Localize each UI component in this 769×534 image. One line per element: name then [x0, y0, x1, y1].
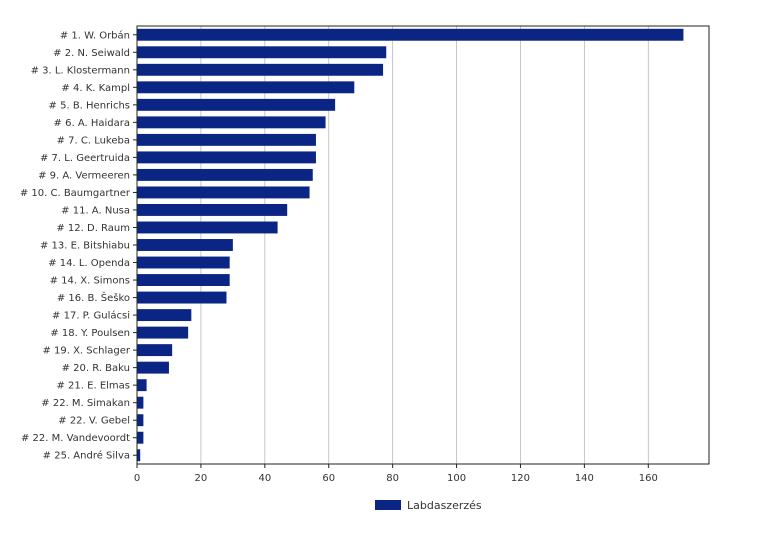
- bar: [137, 361, 169, 374]
- bar: [137, 116, 326, 129]
- bar: [137, 256, 230, 269]
- y-tick-label: # 25. André Silva: [43, 450, 130, 462]
- bar: [137, 291, 227, 304]
- y-tick-label: # 14. X. Simons: [50, 276, 130, 287]
- y-tick-label: # 6. A. Haidara: [54, 118, 130, 129]
- bar: [137, 133, 316, 146]
- bar: [137, 274, 230, 286]
- bar: [137, 63, 384, 76]
- x-tick-label: 100: [447, 473, 466, 484]
- y-tick-label: # 13. E. Bitshiabu: [40, 241, 130, 252]
- y-tick-label: # 10. C. Baumgartner: [20, 188, 131, 199]
- bar: [137, 186, 310, 199]
- y-tick-label: # 3. L. Klostermann: [31, 65, 130, 76]
- legend: Labdaszerzés: [375, 499, 482, 512]
- y-tick-label: # 18. Y. Poulsen: [50, 328, 130, 339]
- y-tick-label: # 9. A. Vermeeren: [38, 170, 130, 181]
- y-tick-label: # 22. V. Gebel: [58, 416, 130, 427]
- bar: [137, 204, 288, 216]
- y-tick-label: # 1. W. Orbán: [60, 29, 130, 41]
- y-tick-label: # 19. X. Schlager: [42, 346, 130, 357]
- y-tick-label: # 7. L. Geertruida: [40, 153, 130, 164]
- legend-swatch: [375, 500, 401, 510]
- bar: [137, 46, 387, 59]
- x-tick-label: 0: [134, 473, 140, 484]
- bar: [137, 98, 336, 111]
- y-tick-label: # 14. L. Openda: [48, 258, 130, 269]
- x-tick-label: 160: [639, 473, 658, 484]
- bar: [137, 414, 144, 427]
- bar: [137, 221, 278, 234]
- y-tick-label: # 5. B. Henrichs: [49, 100, 130, 111]
- bar: [137, 309, 192, 322]
- bars: [137, 28, 684, 462]
- x-tick-label: 40: [258, 473, 271, 484]
- bar: [137, 81, 355, 94]
- x-tick-label: 20: [195, 473, 208, 484]
- x-axis-ticks: 0 20 40 60 80 100 120 140 160: [134, 464, 658, 484]
- bar: [137, 168, 313, 181]
- y-tick-label: # 2. N. Seiwald: [53, 48, 130, 59]
- y-tick-label: # 7. C. Lukeba: [57, 135, 130, 146]
- bar: [137, 431, 144, 444]
- y-tick-label: # 17. P. Gulácsi: [52, 310, 130, 322]
- y-tick-label: # 20. R. Baku: [62, 363, 130, 374]
- bar: [137, 28, 684, 41]
- bar: [137, 379, 147, 392]
- y-tick-label: # 12. D. Raum: [56, 223, 130, 234]
- y-tick-label: # 22. M. Vandevoordt: [21, 433, 130, 444]
- x-tick-label: 80: [386, 473, 399, 484]
- bar: [137, 151, 316, 164]
- x-tick-label: 120: [511, 473, 530, 484]
- x-tick-label: 140: [575, 473, 594, 484]
- y-tick-label: # 21. E. Elmas: [57, 381, 131, 392]
- y-axis-tick-labels: # 1. W. Orbán # 2. N. Seiwald # 3. L. Klos…: [20, 29, 137, 462]
- bar: [137, 396, 144, 409]
- bar: [137, 449, 141, 462]
- bar: [137, 239, 233, 251]
- y-tick-label: # 16. B. Šeško: [57, 291, 130, 304]
- legend-label-labdaszerzes: Labdaszerzés: [407, 499, 482, 512]
- bar: [137, 326, 189, 339]
- y-tick-label: # 11. A. Nusa: [61, 205, 130, 216]
- y-tick-label: # 4. K. Kampl: [61, 83, 130, 94]
- y-tick-label: # 22. M. Simakan: [41, 398, 130, 409]
- bar: [137, 344, 173, 357]
- x-tick-label: 60: [322, 473, 335, 484]
